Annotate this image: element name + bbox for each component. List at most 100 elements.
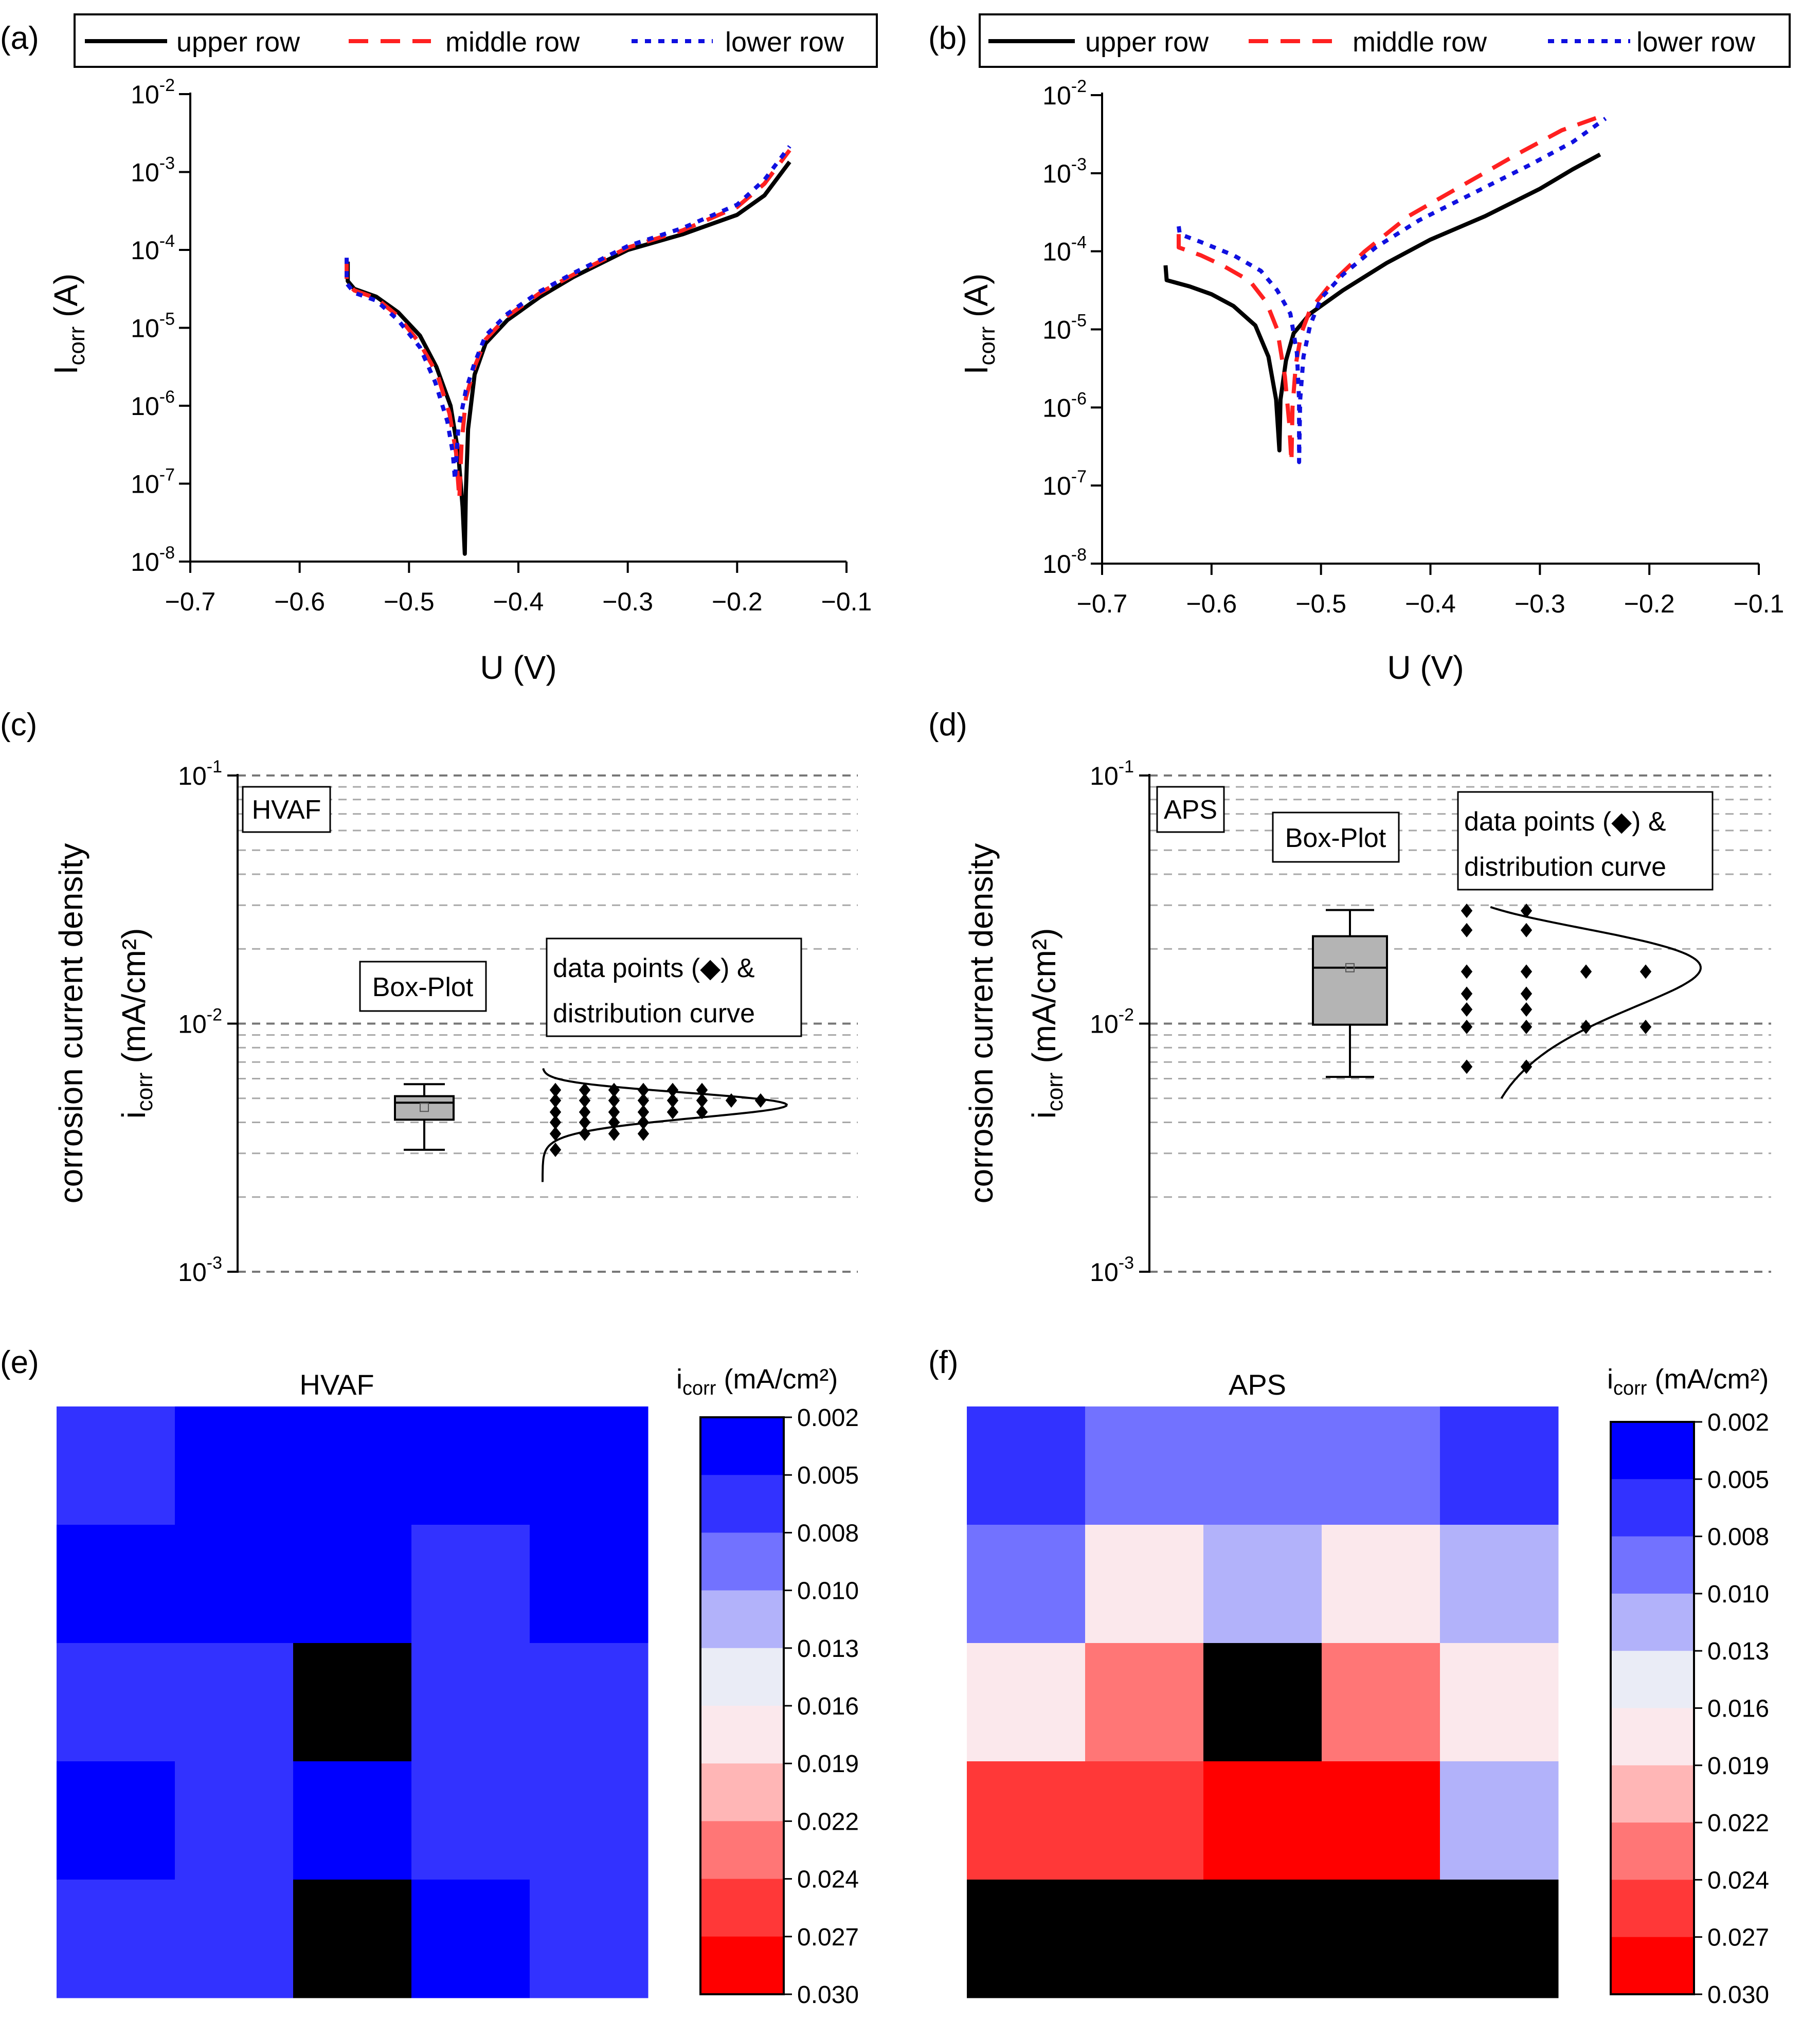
panel-e-colorbar-tick-label: 0.030: [797, 1981, 859, 2009]
panel-c-data-point: [549, 1082, 562, 1097]
panel-f-heatmap-cell: [1440, 1643, 1559, 1762]
panel-f-heatmap-cell: [1440, 1406, 1559, 1525]
panel-e-colorbar-tick-label: 0.022: [797, 1808, 859, 1835]
panel-d-data-point: [1461, 1002, 1473, 1017]
panel-f-title: APS: [1229, 1368, 1286, 1401]
legend-b-upper-label: upper row: [1085, 27, 1209, 58]
panel-e-heatmap-cell: [411, 1643, 530, 1762]
panel-d-datapoints-label-2: distribution curve: [1464, 852, 1666, 882]
panel-c-box-iqr: [394, 1095, 455, 1121]
panel-c-data-point: [549, 1105, 562, 1120]
panel-f-colorbar-segment: [1611, 1651, 1694, 1708]
panel-d-material-label-box: APS: [1156, 786, 1225, 833]
panel-c-datapoints-label-1: data points (◆) &: [553, 953, 755, 983]
panel-d-data-point: [1461, 964, 1473, 979]
panel-b-y-tick-label: 10-2: [1042, 77, 1087, 110]
panel-b-y-tick-label: 10-3: [1042, 155, 1087, 188]
panel-e-chart: (e) HVAF icorr (mA/cm²) 0.002 0.005 0.008 0…: [0, 1345, 859, 2009]
panel-f-heatmap-cell: [1203, 1761, 1322, 1880]
panel-c-y-tick-label: 10-3: [178, 1253, 222, 1287]
panel-f-heatmap-cell: [967, 1406, 1086, 1525]
panel-d-box-mean: [1345, 963, 1355, 972]
panel-b-x-tick-label: −0.1: [1734, 589, 1785, 618]
panel-c-data-point: [579, 1093, 591, 1108]
panel-a-series-upper-row: [346, 160, 791, 556]
panel-c-distribution-curve: [542, 1068, 788, 1182]
panel-c-data-point: [549, 1115, 562, 1130]
panel-c-data-point: [666, 1082, 679, 1097]
panel-c-data-point: [754, 1093, 767, 1108]
panel-d-data-point: [1639, 1019, 1652, 1034]
panel-f-heatmap-cell: [1322, 1643, 1440, 1762]
panel-b-x-tick-label: −0.2: [1624, 589, 1675, 618]
legend-a-lower-label: lower row: [725, 27, 844, 58]
panel-e-colorbar-tick-label: 0.010: [797, 1578, 859, 1605]
panel-c-data-point: [637, 1093, 650, 1108]
panel-c-datapoints-label-2: distribution curve: [553, 999, 755, 1028]
panel-d-data-point: [1520, 986, 1533, 1001]
panel-a-series-lower-row: [345, 145, 791, 482]
panel-f-colorbar-tick-label: 0.002: [1707, 1409, 1769, 1436]
panel-e-heatmap-cell: [530, 1525, 648, 1644]
panel-f-heatmap-cell: [1085, 1761, 1204, 1880]
panel-c-material-label-box: HVAF: [242, 786, 331, 833]
panel-f-colorbar-segment: [1611, 1708, 1694, 1766]
legend-b-middle-label: middle row: [1353, 27, 1487, 58]
panel-e-colorbar-tick-label: 0.002: [797, 1404, 859, 1432]
panel-e-heatmap-cell: [175, 1880, 294, 1998]
panel-d-data-point: [1580, 1019, 1592, 1034]
panel-f-heatmap-cell: [1203, 1643, 1322, 1762]
panel-a-chart: (a) upper row middle row lower row −0.7 −…: [0, 13, 878, 686]
panel-f-heatmap-cell: [1322, 1880, 1440, 1998]
panel-a-x-tick-label: −0.4: [493, 587, 544, 616]
panel-c-data-point: [696, 1105, 708, 1120]
panel-e-heatmap-cell: [57, 1406, 175, 1525]
panel-e-colorbar-segment: [700, 1590, 784, 1649]
panel-d-data-point: [1461, 904, 1473, 918]
panel-e-colorbar-segment: [700, 1532, 784, 1591]
panel-c-y-tick-label: 10-2: [178, 1005, 222, 1039]
panel-b-y-tick-label: 10-6: [1042, 389, 1087, 422]
panel-a-label: (a): [0, 21, 39, 56]
panel-f-heatmap-cell: [1322, 1406, 1440, 1525]
panel-f-heatmap-cell: [1203, 1406, 1322, 1525]
panel-f-colorbar-tick-label: 0.030: [1707, 1981, 1769, 2009]
panel-e-colorbar-segment: [700, 1821, 784, 1880]
panel-e-heatmap-cell: [530, 1406, 648, 1525]
panel-f-colorbar-tick-label: 0.008: [1707, 1524, 1769, 1551]
panel-f-heatmap-cell: [1085, 1643, 1204, 1762]
panel-c-y-tick-label: 10-1: [178, 757, 222, 790]
panel-e-colorbar-segment: [700, 1648, 784, 1706]
panel-e-heatmap-cell: [530, 1880, 648, 1998]
panel-a-y-tick-label: 10-2: [131, 76, 175, 109]
panel-d-y-tick-label: 10-2: [1090, 1005, 1134, 1039]
panel-e-heatmap-cell: [57, 1643, 175, 1762]
panel-f-colorbar-tick-label: 0.022: [1707, 1810, 1769, 1837]
panel-c-label: (c): [0, 707, 37, 743]
panel-e-heatmap-cell: [411, 1761, 530, 1880]
panel-f-heatmap-cell: [1440, 1525, 1559, 1644]
panel-f-colorbar-segment: [1611, 1479, 1694, 1537]
panel-a-x-tick-label: −0.1: [821, 587, 872, 616]
panel-f-colorbar-tick-label: 0.019: [1707, 1753, 1769, 1780]
panel-f-heatmap-cell: [1440, 1761, 1559, 1880]
panel-d-data-point: [1520, 904, 1533, 918]
panel-a-y-tick-label: 10-8: [131, 543, 175, 576]
panel-c-data-point: [637, 1126, 650, 1141]
panel-f-colorbar-tick-label: 0.016: [1707, 1695, 1769, 1723]
panel-f-colorbar-segment: [1611, 1880, 1694, 1938]
panel-c-chart: (c) 10-1 10-2 10-3 HVAF Box-Plot data poin…: [0, 707, 858, 1287]
panel-e-colorbar-segment: [700, 1706, 784, 1764]
panel-d-y-tick-label: 10-1: [1090, 757, 1134, 790]
panel-b-y-label: Icorr (A): [958, 274, 1000, 375]
panel-e-colorbar-tick-label: 0.008: [797, 1520, 859, 1547]
panel-d-data-point: [1461, 1019, 1473, 1034]
panel-c-y-label-line1: corrosion current density: [52, 843, 89, 1204]
panel-d-y-label-line2: icorr (mA/cm²): [1025, 928, 1068, 1119]
panel-b-label: (b): [928, 21, 967, 56]
panel-e-title: HVAF: [299, 1368, 374, 1401]
panel-d-datapoints-label-1: data points (◆) &: [1464, 807, 1666, 837]
panel-a-y-label: Icorr (A): [47, 274, 89, 375]
panel-d-material-label: APS: [1164, 795, 1217, 825]
panel-f-heatmap-cell: [967, 1761, 1086, 1880]
